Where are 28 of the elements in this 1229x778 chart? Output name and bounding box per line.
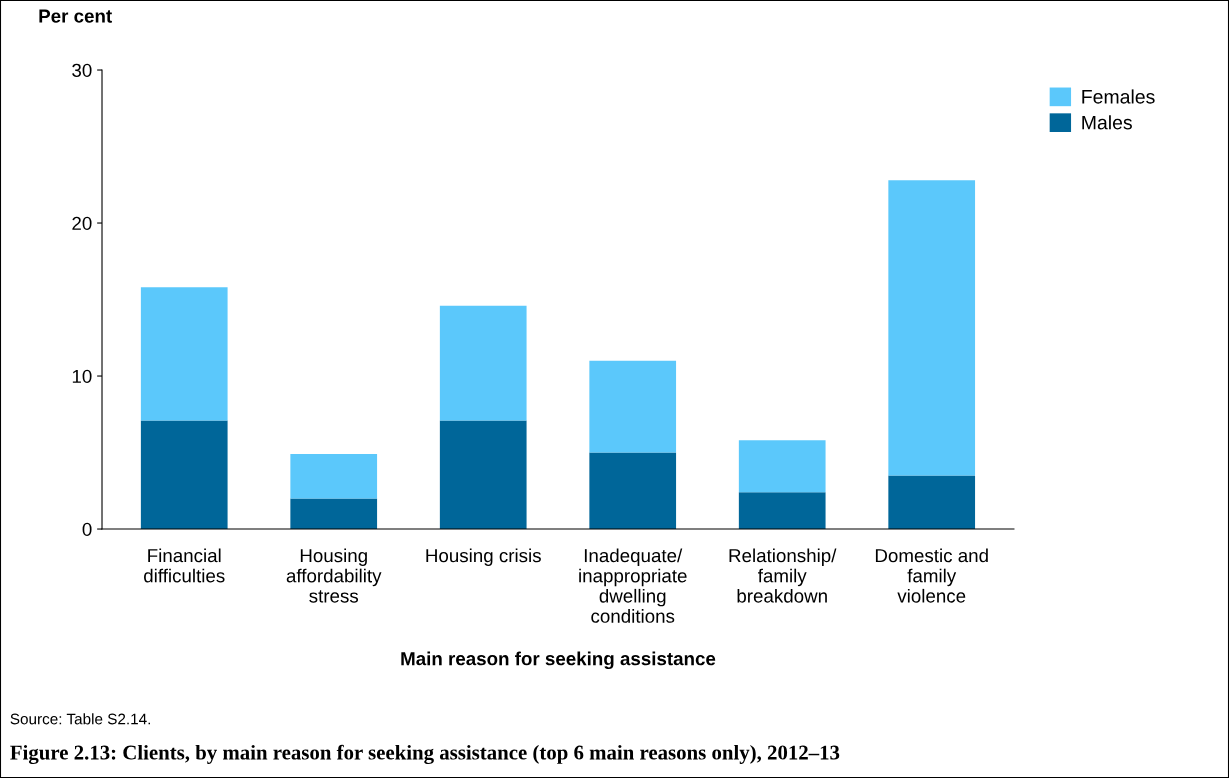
y-axis-title: Per cent bbox=[39, 9, 112, 23]
x-tick-label: Domestic and family violence bbox=[875, 548, 988, 603]
bar bbox=[738, 492, 826, 530]
y-tick-label: 30 bbox=[72, 63, 92, 77]
source-note: Source: Table S2.14. bbox=[10, 713, 150, 725]
bar bbox=[589, 452, 677, 530]
legend-label: Females bbox=[1082, 89, 1155, 104]
x-axis-title: Main reason for seeking assistance bbox=[401, 651, 716, 670]
bar bbox=[140, 420, 228, 530]
bar bbox=[290, 454, 378, 499]
x-tick-label: Inadequate/ inappropriate dwelling conditions bbox=[579, 548, 687, 623]
bar bbox=[888, 475, 976, 530]
y-tick-label: 10 bbox=[72, 369, 92, 384]
y-tick-label: 0 bbox=[82, 522, 92, 537]
bar bbox=[439, 305, 527, 421]
bar bbox=[738, 440, 826, 493]
legend-label: Males bbox=[1082, 115, 1132, 130]
y-tick-label: 20 bbox=[72, 216, 92, 231]
x-tick-label: Financial difficulties bbox=[144, 548, 225, 583]
bar bbox=[290, 498, 378, 530]
bar bbox=[589, 360, 677, 453]
x-tick-label: Housing affordability stress bbox=[286, 548, 382, 603]
bar bbox=[439, 420, 527, 530]
x-tick-label: Relationship/ family breakdown bbox=[729, 548, 837, 603]
x-tick-label: Housing crisis bbox=[426, 548, 541, 566]
text: Figure 2.13: Clients, by main reason for seeking assistance (top 6 main reasons only), 2012–13 bbox=[10, 744, 840, 764]
bar bbox=[888, 180, 976, 476]
bar bbox=[140, 287, 228, 421]
